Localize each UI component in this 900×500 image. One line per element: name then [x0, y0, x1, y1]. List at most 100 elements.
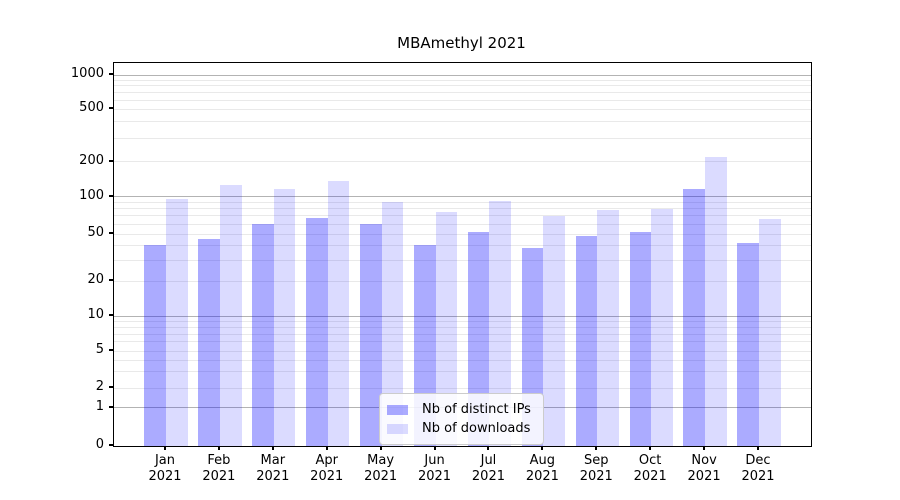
- gridline-200: [114, 161, 811, 162]
- x-tick-mark: [271, 446, 274, 450]
- y-tick-mark: [109, 314, 113, 316]
- x-tick-label-jul: Jul 2021: [471, 453, 505, 484]
- y-tick-label-2: 2: [95, 379, 104, 394]
- y-tick-mark: [109, 194, 113, 197]
- x-tick-label-mar: Mar 2021: [256, 453, 290, 484]
- bar-downloads-jul: [489, 201, 512, 446]
- bar-distinct-ips-jan: [144, 245, 166, 446]
- gridline-6: [114, 341, 811, 343]
- x-tick-label-sep: Sep 2021: [579, 453, 613, 484]
- legend-label-downloads: Nb of downloads: [422, 421, 531, 436]
- y-tick-label-20: 20: [87, 272, 104, 287]
- x-tick-label-jun: Jun 2021: [417, 453, 452, 484]
- bar-distinct-ips-apr: [306, 218, 328, 446]
- x-tick-mark: [756, 446, 759, 450]
- gridline-60: [114, 223, 811, 225]
- legend-item-distinct-ips: Nb of distinct IPs: [387, 400, 531, 419]
- gridline-2: [114, 387, 811, 389]
- gridline-900: [114, 79, 811, 81]
- bar-downloads-aug: [543, 215, 565, 446]
- bar-distinct-ips-nov: [683, 188, 706, 446]
- x-tick-mark: [649, 446, 652, 450]
- x-tick-label-apr: Apr 2021: [310, 453, 344, 484]
- gridline-90: [114, 201, 811, 203]
- gridline-5: [114, 350, 811, 352]
- bar-downloads-oct: [651, 209, 673, 446]
- x-tick-label-oct: Oct 2021: [633, 453, 667, 484]
- y-tick-label-500: 500: [79, 100, 104, 115]
- gridline-100: [114, 196, 811, 197]
- x-tick-mark: [541, 446, 544, 450]
- bar-downloads-feb: [219, 185, 242, 446]
- x-tick-label-jan: Jan 2021: [148, 453, 182, 484]
- y-tick-mark: [109, 279, 113, 281]
- legend-swatch-distinct-ips: [387, 404, 408, 415]
- bar-downloads-jun: [435, 212, 458, 446]
- bar-downloads-sep: [597, 209, 619, 446]
- bar-distinct-ips-may: [360, 224, 382, 446]
- bar-downloads-apr: [327, 180, 350, 446]
- gridline-500: [114, 108, 811, 110]
- gridline-7: [114, 333, 811, 335]
- gridline-30: [114, 259, 811, 261]
- x-tick-mark: [217, 446, 220, 450]
- x-tick-label-nov: Nov 2021: [687, 453, 721, 484]
- y-tick-label-10: 10: [87, 307, 104, 322]
- gridline-8: [114, 326, 811, 328]
- bar-distinct-ips-mar: [252, 224, 274, 446]
- gridline-50: [114, 233, 811, 235]
- bar-distinct-ips-sep: [575, 236, 598, 446]
- bar-downloads-nov: [705, 157, 727, 446]
- gridline-800: [114, 85, 811, 87]
- bar-downloads-may: [381, 202, 404, 446]
- gridline-10: [114, 315, 811, 317]
- bar-downloads-mar: [273, 189, 296, 446]
- gridline-700: [114, 91, 811, 93]
- gridline-40: [114, 244, 811, 246]
- bar-distinct-ips-oct: [629, 231, 652, 446]
- gridline-4: [114, 359, 811, 361]
- gridline-600: [114, 99, 811, 101]
- x-tick-mark: [164, 446, 166, 450]
- bar-distinct-ips-dec: [737, 242, 759, 446]
- y-tick-mark: [109, 405, 113, 408]
- bar-distinct-ips-feb: [198, 239, 220, 446]
- y-tick-label-100: 100: [79, 187, 104, 203]
- x-tick-mark: [703, 446, 706, 450]
- gridline-3: [114, 371, 811, 373]
- y-tick-label-0: 0: [95, 437, 104, 452]
- y-tick-label-1: 1: [95, 398, 104, 414]
- bar-downloads-jan: [166, 198, 188, 446]
- x-tick-label-aug: Aug 2021: [525, 453, 559, 484]
- x-tick-label-may: May 2021: [364, 453, 398, 484]
- y-tick-label-50: 50: [87, 225, 104, 240]
- plot-area: Nb of distinct IPs Nb of downloads: [113, 62, 812, 447]
- gridline-1000: [114, 74, 811, 76]
- legend: Nb of distinct IPs Nb of downloads: [379, 393, 544, 445]
- x-tick-mark: [325, 446, 328, 450]
- y-tick-label-1000: 1000: [70, 66, 104, 81]
- y-tick-label-200: 200: [79, 152, 104, 168]
- y-tick-mark: [109, 349, 113, 351]
- chart-title: MBAmethyl 2021: [397, 34, 526, 52]
- y-tick-mark: [109, 73, 113, 75]
- x-tick-label-dec: Dec 2021: [741, 453, 775, 484]
- y-tick-mark: [109, 232, 113, 234]
- y-tick-mark: [109, 107, 113, 109]
- bar-downloads-dec: [758, 218, 781, 446]
- x-tick-mark: [433, 446, 436, 450]
- gridline-80: [114, 208, 811, 210]
- bar-distinct-ips-jul: [467, 231, 490, 446]
- y-tick-mark: [109, 159, 113, 162]
- y-tick-label-5: 5: [95, 342, 104, 357]
- gridline-70: [114, 215, 811, 217]
- x-tick-mark: [379, 446, 382, 450]
- x-tick-label-feb: Feb 2021: [202, 453, 236, 484]
- legend-swatch-downloads: [387, 423, 408, 434]
- gridline-9: [114, 320, 811, 322]
- gridline-400: [114, 121, 811, 123]
- gridline-300: [114, 137, 811, 139]
- y-tick-mark: [109, 386, 113, 388]
- gridline-20: [114, 280, 811, 282]
